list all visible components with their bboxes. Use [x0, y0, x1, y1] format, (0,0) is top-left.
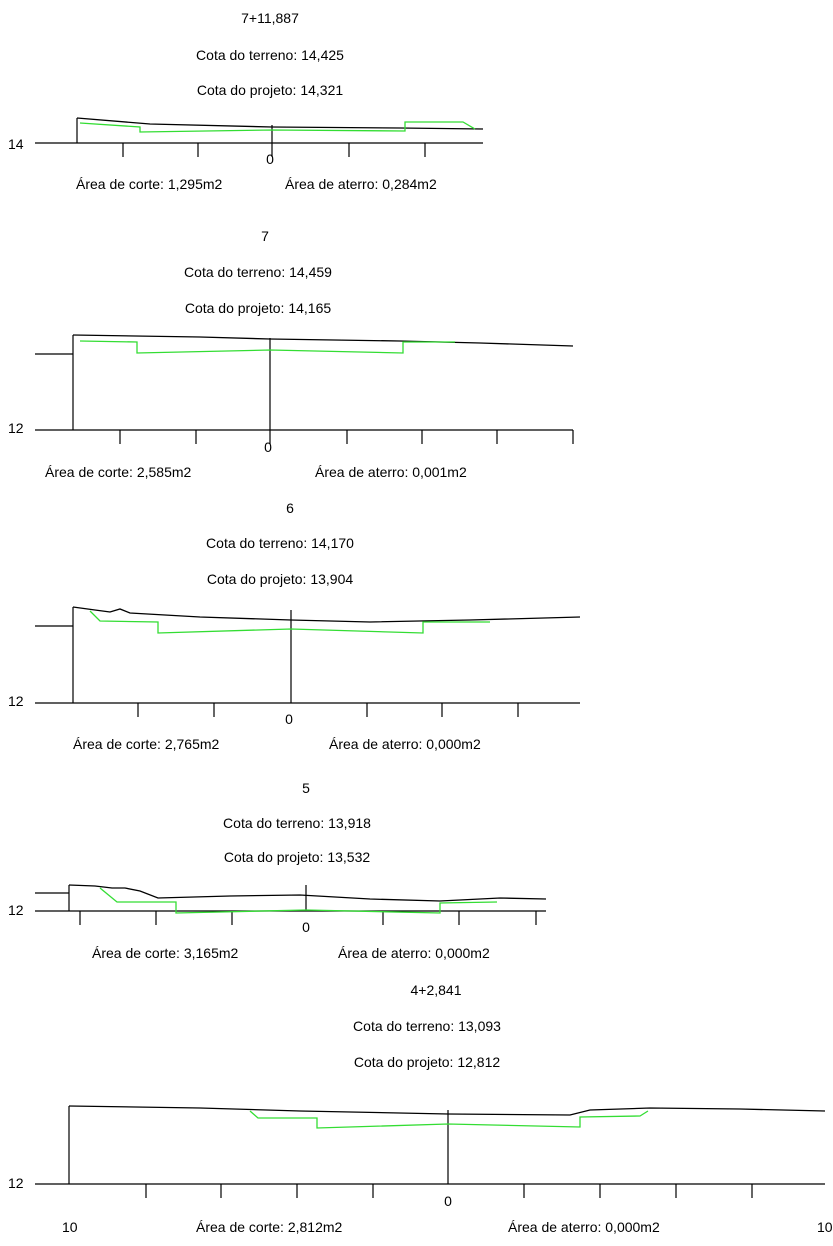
section-1-design-line	[79, 121, 476, 133]
section-5-right-offset-label: 10	[817, 1219, 833, 1235]
cross-section-3: 6 Cota do terreno: 14,170 Cota do projet…	[8, 500, 581, 752]
section-4-terrain-line	[68, 884, 547, 902]
cross-section-1: 7+11,887 Cota do terreno: 14,425 Cota do…	[8, 10, 484, 192]
section-1-station: 7+11,887	[241, 10, 299, 26]
section-4-station: 5	[302, 780, 310, 796]
section-2-base-elevation-label: 12	[8, 420, 24, 436]
section-2-design-elevation: Cota do projeto: 14,165	[185, 300, 332, 316]
section-4-base-elevation-label: 12	[8, 902, 24, 918]
section-3-base-elevation-label: 12	[8, 693, 24, 709]
section-5-left-offset-label: 10	[62, 1219, 78, 1235]
section-2-fill-area: Área de aterro: 0,001m2	[315, 464, 467, 480]
section-3-station: 6	[286, 500, 294, 516]
section-3-terrain-elevation: Cota do terreno: 14,170	[206, 535, 354, 551]
section-3-design-elevation: Cota do projeto: 13,904	[207, 571, 354, 587]
section-5-fill-area: Área de aterro: 0,000m2	[508, 1219, 660, 1235]
section-5-design-line	[249, 1110, 649, 1129]
section-1-center-label: 0	[266, 151, 274, 167]
section-4-fill-area: Área de aterro: 0,000m2	[338, 945, 490, 961]
section-4-terrain-elevation: Cota do terreno: 13,918	[223, 815, 371, 831]
section-1-fill-area: Área de aterro: 0,284m2	[285, 176, 437, 192]
cross-section-5: 4+2,841 Cota do terreno: 13,093 Cota do …	[8, 982, 833, 1235]
section-2-center-label: 0	[264, 439, 272, 455]
cross-section-4: 5 Cota do terreno: 13,918 Cota do projet…	[8, 780, 547, 961]
section-2-cut-area: Área de corte: 2,585m2	[45, 464, 192, 480]
section-1-terrain-elevation: Cota do terreno: 14,425	[196, 47, 344, 63]
section-5-base-elevation-label: 12	[8, 1175, 24, 1191]
section-3-center-label: 0	[285, 711, 293, 727]
section-5-station: 4+2,841	[411, 982, 462, 998]
section-3-fill-area: Área de aterro: 0,000m2	[329, 736, 481, 752]
section-5-terrain-elevation: Cota do terreno: 13,093	[353, 1018, 501, 1034]
section-2-terrain-elevation: Cota do terreno: 14,459	[184, 264, 332, 280]
section-3-cut-area: Área de corte: 2,765m2	[73, 736, 220, 752]
section-5-cut-area: Área de corte: 2,812m2	[196, 1219, 343, 1235]
section-4-design-line	[99, 887, 498, 914]
section-2-station: 7	[261, 228, 269, 244]
section-5-terrain-line	[68, 1105, 826, 1116]
section-5-design-elevation: Cota do projeto: 12,812	[354, 1054, 501, 1070]
section-4-design-elevation: Cota do projeto: 13,532	[224, 849, 371, 865]
section-1-design-elevation: Cota do projeto: 14,321	[197, 82, 344, 98]
section-1-cut-area: Área de corte: 1,295m2	[76, 176, 223, 192]
section-5-center-label: 0	[444, 1193, 452, 1209]
section-4-center-label: 0	[302, 919, 310, 935]
section-2-terrain-line	[72, 334, 574, 347]
section-1-base-elevation-label: 14	[8, 136, 24, 152]
section-3-terrain-line	[72, 606, 581, 623]
section-2-design-line	[79, 340, 455, 354]
cross-section-2: 7 Cota do terreno: 14,459 Cota do projet…	[8, 228, 574, 480]
section-1-terrain-line	[76, 117, 484, 130]
section-3-design-line	[89, 610, 490, 634]
section-4-cut-area: Área de corte: 3,165m2	[92, 945, 239, 961]
